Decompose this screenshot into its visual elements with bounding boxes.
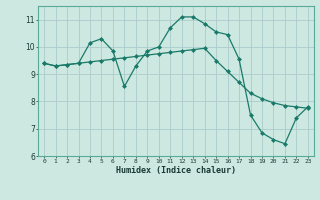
X-axis label: Humidex (Indice chaleur): Humidex (Indice chaleur) xyxy=(116,166,236,175)
